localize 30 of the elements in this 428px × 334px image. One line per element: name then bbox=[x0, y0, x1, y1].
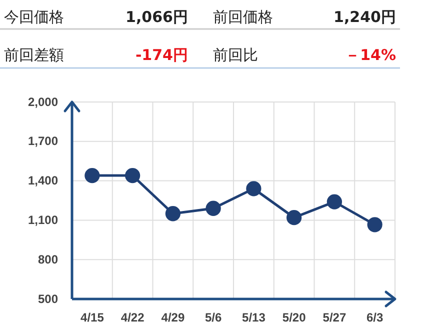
text: 1,066円 bbox=[126, 8, 188, 26]
x-tick-label: 4/22 bbox=[120, 310, 145, 325]
x-tick-label: 6/3 bbox=[366, 310, 384, 325]
text: 今回価格 bbox=[4, 8, 64, 26]
x-tick-label: 5/13 bbox=[242, 310, 266, 325]
point bbox=[124, 168, 140, 184]
x-tick-label: 4/29 bbox=[161, 310, 185, 325]
point bbox=[165, 206, 181, 222]
y-tick-label: 800 bbox=[38, 252, 58, 266]
text: 前回差額 bbox=[4, 46, 64, 64]
text: 前回価格 bbox=[213, 8, 273, 26]
x-tick-label: 5/6 bbox=[204, 310, 222, 325]
text: 前回比 bbox=[213, 46, 258, 64]
point bbox=[84, 168, 100, 184]
point bbox=[367, 217, 382, 232]
text: 1,240円 bbox=[334, 8, 396, 26]
x-tick-label: 5/20 bbox=[282, 310, 306, 325]
y-tick-label: 1,400 bbox=[28, 174, 58, 188]
point bbox=[286, 210, 302, 226]
y-tick-label: 2,000 bbox=[28, 94, 58, 109]
y-tick-label: 500 bbox=[38, 292, 58, 306]
point bbox=[206, 200, 221, 216]
y-tick-label: 1,100 bbox=[28, 213, 58, 228]
text: -174円 bbox=[135, 46, 188, 64]
x-tick-label: 4/15 bbox=[80, 310, 104, 325]
point bbox=[246, 181, 262, 196]
point bbox=[326, 194, 342, 210]
y-tick-label: 1,700 bbox=[28, 134, 58, 148]
x-tick-label: 5/27 bbox=[322, 310, 346, 325]
text: －14% bbox=[345, 46, 396, 64]
